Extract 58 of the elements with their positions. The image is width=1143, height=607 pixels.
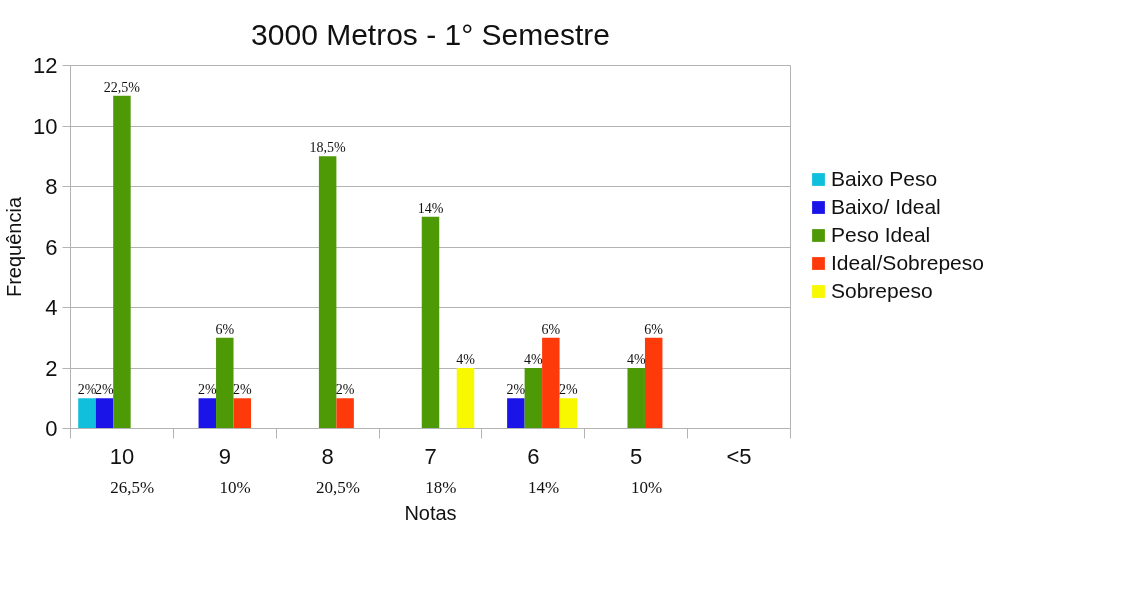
text: 18%	[425, 477, 457, 497]
legend-label: Baixo Peso	[831, 167, 938, 191]
legend-label: Ideal/Sobrepeso	[831, 251, 984, 275]
annotation: 4%	[456, 352, 476, 367]
x-tick-label: 5	[630, 443, 643, 469]
y-axis-title: Frequência	[3, 196, 26, 298]
annotation: 2%	[197, 382, 217, 398]
bar	[559, 398, 578, 429]
x-tick-label: 7	[424, 443, 437, 469]
annotation: 14%	[417, 200, 444, 216]
legend-label: Peso Ideal	[831, 223, 931, 247]
annotation: 2%	[95, 382, 115, 398]
bar	[233, 398, 252, 429]
annotation: 4%	[524, 352, 544, 367]
bar	[216, 337, 234, 429]
bar	[507, 398, 525, 429]
chart-title: 3000 Metros - 1° Semestre	[251, 17, 610, 51]
x-tick-label: 9	[218, 443, 231, 469]
y-tick-label: 6	[45, 234, 58, 260]
y-tick-label: 2	[45, 355, 58, 381]
y-tick-label: 12	[33, 53, 58, 78]
annotation: 6%	[541, 321, 561, 337]
bar	[542, 337, 560, 429]
y-tick-label: 8	[45, 174, 58, 199]
bar	[113, 95, 131, 429]
text: 14%	[528, 477, 560, 497]
x-tick-label: 10	[109, 443, 135, 469]
annotation: 2%	[506, 382, 526, 398]
x-tick-label: 8	[321, 443, 334, 469]
bar	[627, 368, 645, 429]
bar	[456, 368, 475, 429]
bar	[421, 216, 440, 429]
bar	[318, 156, 337, 429]
bar	[198, 398, 217, 429]
annotation: 6%	[644, 321, 664, 337]
bar	[644, 337, 663, 429]
text: 20,5%	[315, 477, 360, 497]
y-tick-label: 0	[45, 416, 58, 441]
y-tick-label: 4	[45, 295, 58, 320]
bar	[95, 398, 114, 429]
text: 10%	[630, 477, 663, 497]
annotation: 22,5%	[103, 79, 141, 95]
bar	[336, 398, 354, 429]
x-axis-title: Notas	[404, 501, 457, 524]
annotation: 6%	[215, 321, 235, 337]
text: 10%	[219, 477, 251, 497]
y-tick-label: 10	[33, 113, 58, 139]
annotation: 18,5%	[309, 140, 347, 156]
legend-label: Sobrepeso	[831, 279, 933, 303]
x-tick-label: 6	[527, 443, 540, 469]
text: 26,5%	[110, 477, 155, 497]
bar	[78, 398, 96, 429]
annotation: 2%	[335, 382, 355, 398]
legend-label: Baixo/ Ideal	[831, 195, 941, 219]
annotation: 4%	[626, 352, 646, 367]
bar	[524, 368, 543, 429]
x-tick-label: <5	[726, 443, 752, 469]
annotation: 2%	[77, 382, 97, 398]
